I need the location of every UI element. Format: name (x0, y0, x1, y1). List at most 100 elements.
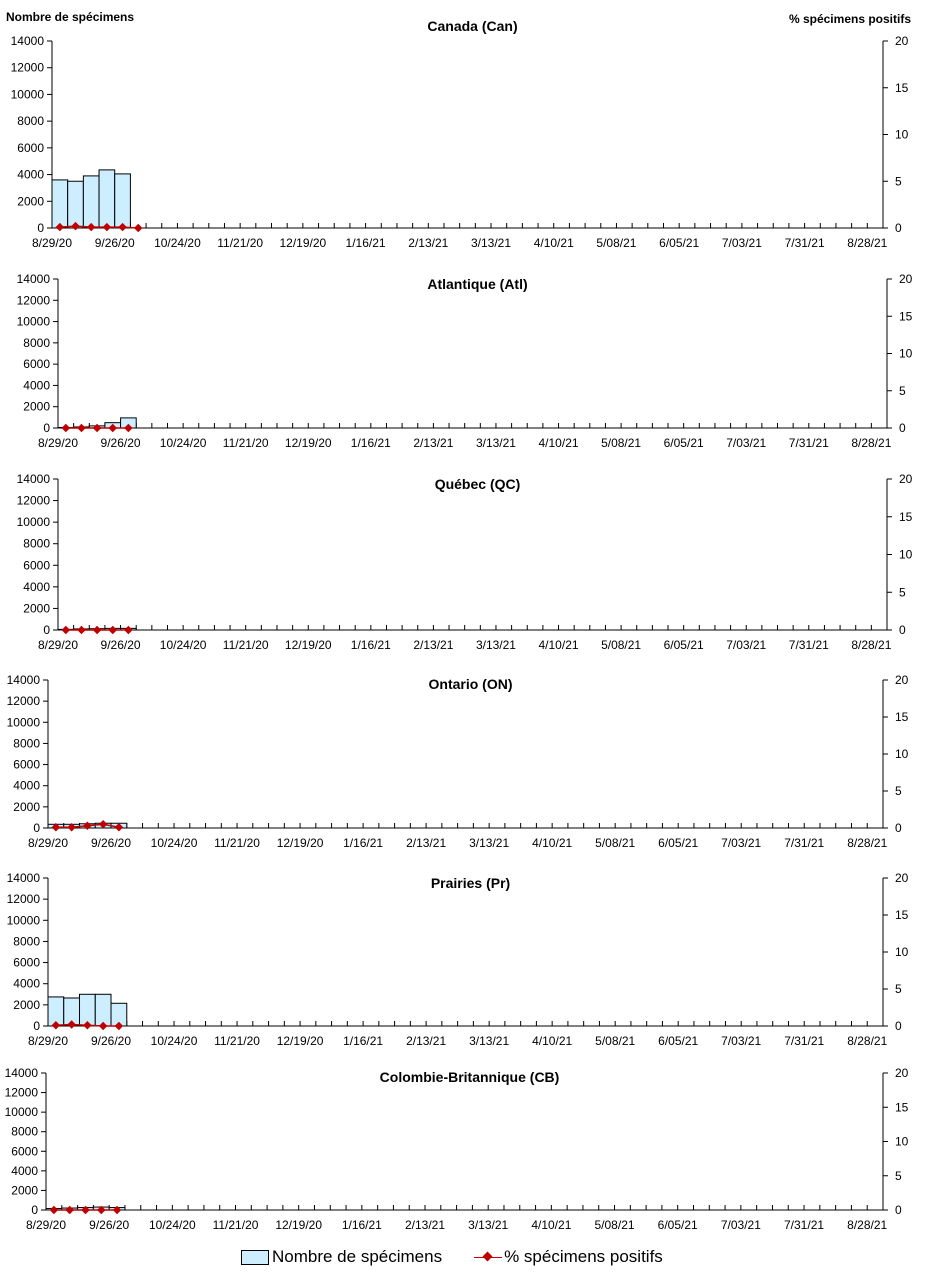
x-tick-label: 11/21/20 (214, 836, 260, 850)
legend-line-label: % spécimens positifs (504, 1247, 663, 1266)
x-tick-label: 2/13/21 (406, 1034, 446, 1048)
y-left-tick-label: 12000 (7, 694, 41, 708)
y-right-tick-label: 10 (899, 347, 913, 361)
legend-item-bars: Nombre de spécimens (241, 1247, 442, 1267)
y-right-tick-label: 10 (895, 128, 909, 142)
x-tick-label: 10/24/20 (151, 1034, 198, 1048)
y-right-tick-label: 0 (895, 1019, 902, 1033)
series-point (133, 223, 143, 233)
y-left-tick-label: 6000 (23, 357, 50, 371)
y-left-tick-label: 8000 (13, 934, 40, 948)
series-point (118, 222, 127, 232)
x-tick-label: 3/13/21 (468, 1218, 508, 1232)
x-tick-label: 9/26/20 (101, 436, 141, 450)
x-tick-label: 6/05/21 (658, 1034, 698, 1048)
y-left-tick-label: 12000 (17, 293, 51, 307)
y-left-tick-label: 14000 (7, 673, 41, 687)
x-tick-label: 12/19/20 (285, 436, 332, 450)
x-tick-label: 8/28/21 (851, 638, 891, 652)
y-left-tick-label: 12000 (17, 494, 51, 508)
x-tick-label: 10/24/20 (151, 836, 198, 850)
y-right-tick-label: 20 (899, 272, 913, 286)
y-left-tick-label: 4000 (17, 168, 44, 182)
x-tick-label: 8/29/20 (38, 436, 78, 450)
y-right-tick-label: 5 (895, 784, 902, 798)
y-left-tick-label: 0 (31, 1203, 38, 1217)
y-left-tick-label: 2000 (13, 998, 40, 1012)
x-tick-label: 5/08/21 (595, 1218, 635, 1232)
y-left-tick-label: 14000 (17, 272, 51, 286)
x-tick-label: 6/05/21 (658, 836, 698, 850)
x-tick-label: 4/10/21 (539, 436, 579, 450)
chart-title: Colombie-Britannique (CB) (380, 1069, 560, 1085)
x-tick-label: 8/28/21 (847, 836, 887, 850)
y-left-tick-label: 2000 (17, 194, 44, 208)
x-tick-label: 12/19/20 (277, 836, 324, 850)
x-tick-label: 3/13/21 (469, 1034, 509, 1048)
y-right-tick-label: 0 (899, 623, 906, 637)
y-right-tick-label: 20 (895, 673, 909, 687)
x-tick-label: 12/19/20 (275, 1218, 322, 1232)
y-left-tick-label: 8000 (17, 114, 44, 128)
x-tick-label: 8/28/21 (847, 1034, 887, 1048)
x-tick-label: 7/31/21 (789, 436, 829, 450)
x-tick-label: 8/29/20 (26, 1218, 66, 1232)
chart-title: Atlantique (Atl) (427, 276, 527, 292)
y-left-tick-label: 0 (43, 421, 50, 435)
y-left-tick-label: 10000 (17, 315, 51, 329)
y-right-tick-label: 15 (899, 309, 913, 323)
x-tick-label: 7/31/21 (784, 1218, 824, 1232)
x-tick-label: 12/19/20 (285, 638, 332, 652)
y-left-tick-label: 6000 (23, 558, 50, 572)
series-point (71, 221, 80, 231)
y-left-tick-label: 14000 (17, 472, 51, 486)
bar (67, 180, 84, 229)
y-left-tick-label: 8000 (13, 736, 40, 750)
x-tick-label: 2/13/21 (406, 836, 446, 850)
y-left-tick-label: 10000 (17, 515, 51, 529)
y-left-tick-label: 12000 (11, 61, 45, 75)
x-tick-label: 7/03/21 (722, 236, 762, 250)
y-right-tick-label: 0 (899, 421, 906, 435)
x-tick-label: 1/16/21 (343, 1034, 383, 1048)
y-left-tick-label: 4000 (23, 580, 50, 594)
series-point (65, 1205, 74, 1215)
y-left-tick-label: 2000 (23, 400, 50, 414)
series-point (92, 423, 102, 433)
y-right-tick-label: 20 (895, 34, 909, 48)
series-point (108, 423, 117, 433)
series-point (61, 423, 71, 433)
y-right-tick-label: 0 (895, 821, 902, 835)
legend-item-line: % spécimens positifs (474, 1247, 663, 1267)
x-tick-label: 1/16/21 (342, 1218, 382, 1232)
series-point (124, 625, 133, 635)
x-tick-label: 7/31/21 (785, 236, 825, 250)
x-tick-label: 7/03/21 (721, 836, 761, 850)
x-tick-label: 6/05/21 (658, 1218, 698, 1232)
y-right-tick-label: 10 (895, 945, 909, 959)
y-left-tick-label: 0 (33, 821, 40, 835)
x-tick-label: 11/21/20 (223, 638, 269, 652)
y-left-tick-label: 4000 (13, 977, 40, 991)
x-tick-label: 7/31/21 (789, 638, 829, 652)
x-tick-label: 2/13/21 (413, 436, 453, 450)
x-tick-label: 6/05/21 (664, 638, 704, 652)
x-tick-label: 11/21/20 (214, 1034, 260, 1048)
y-left-tick-label: 6000 (13, 956, 40, 970)
y-left-tick-label: 4000 (11, 1164, 38, 1178)
bar (51, 179, 69, 229)
series-point (92, 625, 102, 635)
y-left-tick-label: 12000 (7, 892, 41, 906)
x-tick-label: 10/24/20 (160, 638, 207, 652)
x-tick-label: 6/05/21 (659, 236, 699, 250)
x-tick-label: 7/03/21 (726, 638, 766, 652)
y-left-tick-label: 8000 (23, 336, 50, 350)
series-point (108, 625, 117, 635)
x-tick-label: 11/21/20 (217, 236, 263, 250)
x-tick-label: 9/26/20 (91, 1034, 131, 1048)
y-right-tick-label: 5 (895, 1169, 902, 1183)
chart-title: Québec (QC) (435, 476, 521, 492)
y-axis-right-title: % spécimens positifs (788, 12, 911, 26)
x-tick-label: 4/10/21 (532, 836, 572, 850)
